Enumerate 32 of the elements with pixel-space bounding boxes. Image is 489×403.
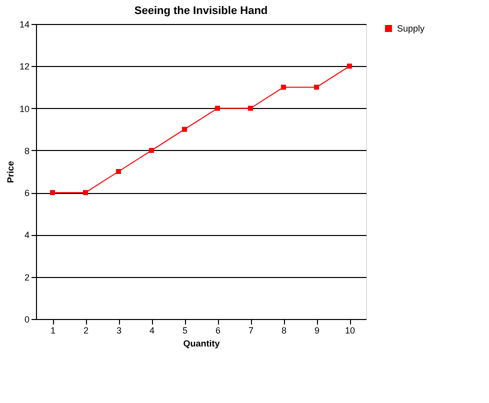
x-tick-label: 3 [116,326,122,336]
point [215,106,220,111]
point [314,84,319,90]
y-tick-label: 8 [24,146,30,156]
x-tick-label: 8 [281,326,287,336]
x-tick-label: 9 [314,326,320,336]
point [50,190,55,196]
x-tick-label: 10 [344,326,356,336]
y-tick-label: 6 [24,188,30,198]
point [281,84,286,90]
chart-title: Seeing the Invisible Hand [134,5,268,17]
point [149,148,154,153]
y-tick-label: 12 [19,62,30,72]
y-tick-label: 2 [24,272,30,282]
point [347,64,352,69]
x-tick-label: 4 [149,326,155,336]
x-tick-label: 2 [83,326,89,336]
point [83,190,88,196]
x-axis-title: Quantity [183,338,220,348]
point [116,169,121,174]
x-tick-label: 5 [182,326,188,336]
y-tick-label: 14 [19,20,30,30]
point [248,106,253,111]
y-axis-title: Price [5,160,16,184]
y-tick-label: 4 [24,230,30,240]
x-tick-label: 6 [215,326,221,336]
y-tick-label: 10 [19,104,30,114]
x-tick-label: 7 [248,326,254,336]
y-tick-label: 0 [24,314,30,324]
legend-label: Supply [397,24,426,34]
point [182,126,187,132]
x-tick-label: 1 [50,326,56,336]
